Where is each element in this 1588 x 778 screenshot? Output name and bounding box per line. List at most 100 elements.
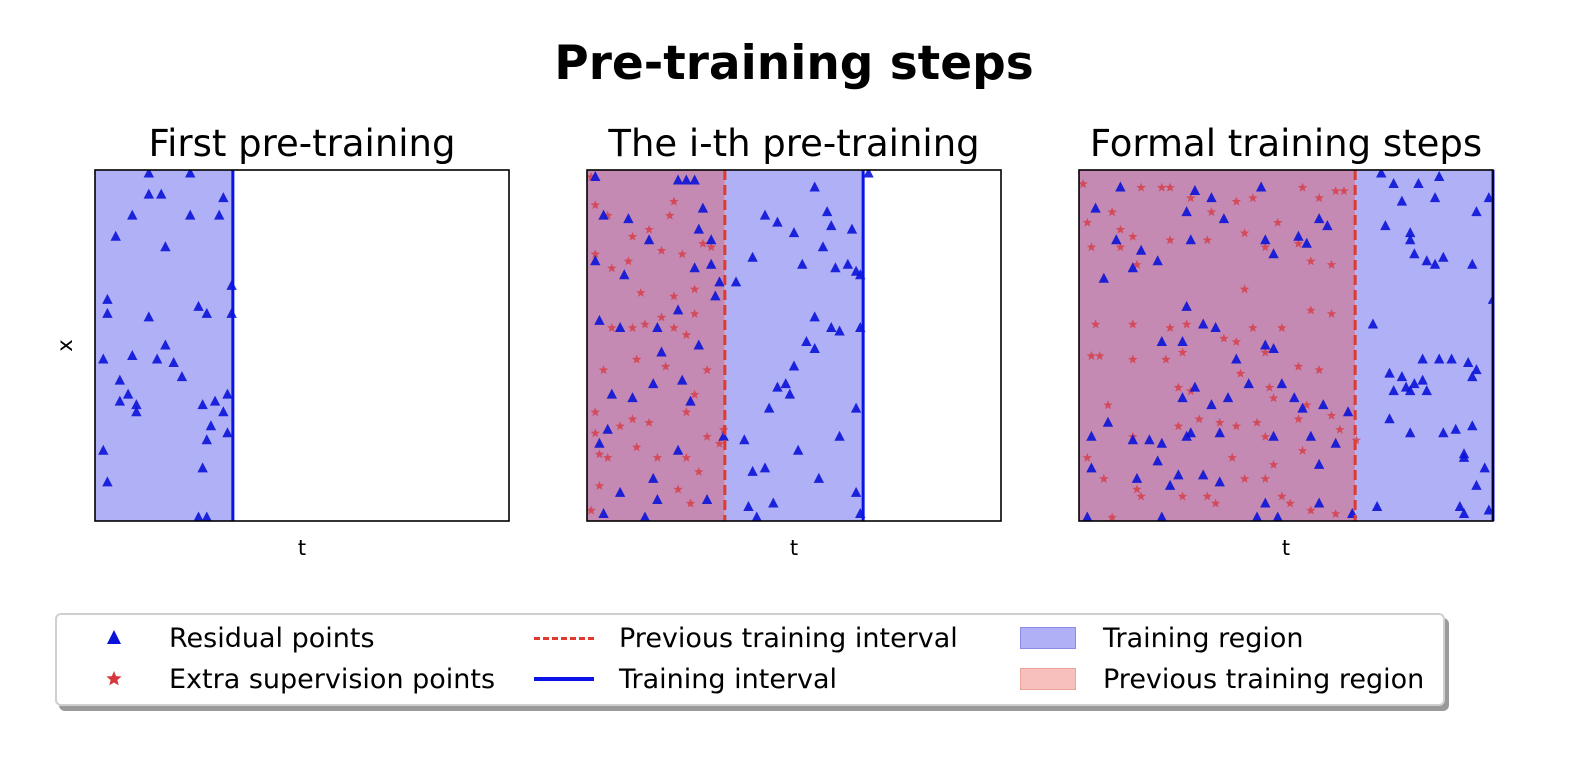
extra-supervision-point [1186, 193, 1196, 203]
residual-point [627, 392, 638, 403]
residual-point [1131, 472, 1143, 483]
extra-supervision-point [594, 449, 605, 459]
extra-supervision-point [1181, 319, 1192, 329]
extra-supervision-point [714, 438, 725, 448]
extra-supervision-point [681, 452, 692, 462]
residual-point [1152, 455, 1163, 466]
extra-supervision-point [1231, 421, 1242, 431]
extra-supervision-point [660, 361, 671, 371]
residual-point [114, 395, 126, 406]
residual-point [201, 511, 212, 521]
residual-point [197, 399, 208, 410]
residual-point [747, 465, 758, 476]
residual-point [1409, 378, 1420, 389]
residual-point [730, 276, 742, 287]
residual-point [751, 511, 762, 521]
residual-point [826, 321, 837, 332]
residual-point [697, 202, 709, 213]
extra-supervision-point [1136, 182, 1146, 192]
residual-point [1135, 244, 1147, 255]
residual-point [672, 174, 684, 185]
extra-supervision-point [587, 172, 596, 182]
extra-supervision-point [1260, 431, 1271, 441]
extra-supervision-point [1173, 382, 1184, 392]
residual-point [1127, 262, 1139, 273]
residual-point [1313, 213, 1325, 224]
extra-supervision-point [1314, 365, 1324, 375]
residual-point [1144, 434, 1155, 445]
dashed-line-icon [533, 626, 595, 650]
residual-point [1446, 353, 1457, 364]
residual-point [640, 511, 650, 521]
plot-frame [1078, 169, 1494, 522]
residual-point [772, 216, 783, 227]
residual-point [1405, 227, 1416, 238]
extra-supervision-point [698, 238, 708, 248]
residual-point [648, 472, 659, 483]
residual-point [598, 209, 609, 220]
residual-point [672, 304, 684, 315]
extra-supervision-point [1293, 238, 1304, 248]
residual-point [1367, 318, 1379, 329]
residual-point [706, 258, 717, 269]
residual-point [834, 430, 845, 441]
residual-point [1086, 430, 1097, 441]
extra-supervision-point [1128, 354, 1138, 364]
extra-supervision-point [1082, 452, 1092, 462]
residual-point [222, 388, 233, 399]
residual-point [1454, 500, 1466, 511]
residual-point [768, 497, 779, 508]
legend-label: Previous training interval [619, 622, 958, 654]
training-region [1355, 170, 1493, 521]
residual-point [656, 346, 667, 357]
residual-point [1421, 385, 1432, 396]
residual-point [652, 321, 663, 332]
residual-point [1429, 258, 1441, 269]
plot-frame [586, 169, 1002, 522]
residual-point [1268, 248, 1279, 259]
extra-supervision-point [1107, 207, 1117, 217]
legend-item-training-interval: Training interval [533, 661, 837, 697]
extra-supervision-point [681, 330, 692, 339]
legend-item-residual: Residual points [83, 620, 375, 656]
extra-supervision-point [702, 365, 712, 375]
extra-supervision-point [1132, 259, 1142, 269]
residual-point [1293, 230, 1304, 241]
extra-supervision-point [602, 452, 613, 462]
residual-point [1082, 511, 1093, 521]
residual-point [1289, 392, 1300, 403]
extra-supervision-point [1273, 217, 1283, 227]
residual-point [1458, 451, 1470, 462]
residual-point [1152, 255, 1163, 266]
residual-point [759, 209, 771, 220]
extra-supervision-point [1165, 322, 1175, 332]
extra-supervision-point [1239, 228, 1250, 238]
residual-point [201, 307, 212, 318]
residual-point [1396, 371, 1408, 382]
residual-point [1438, 427, 1449, 438]
residual-point [1405, 234, 1416, 245]
extra-supervision-point [1293, 361, 1304, 371]
residual-point [127, 209, 138, 220]
extra-supervision-point [587, 505, 596, 515]
residual-point [1181, 300, 1192, 311]
residual-point [98, 353, 109, 364]
extra-supervision-point [1128, 231, 1138, 241]
residual-point [1313, 497, 1325, 508]
residual-point [143, 170, 155, 178]
panel-title: The i-th pre-training [607, 122, 979, 165]
residual-point [759, 462, 771, 473]
residual-point [122, 388, 134, 399]
residual-point [809, 343, 820, 354]
residual-point [1483, 504, 1493, 515]
residual-point [1111, 234, 1122, 245]
residual-point [1467, 420, 1478, 431]
x-axis-label: t [298, 536, 306, 560]
extra-supervision-point [656, 245, 667, 255]
legend-item-previous-region: Previous training region [1017, 661, 1424, 697]
extra-supervision-point [673, 484, 683, 494]
residual-point [602, 423, 613, 434]
residual-point [689, 262, 700, 273]
triangle-marker-icon [83, 626, 145, 650]
